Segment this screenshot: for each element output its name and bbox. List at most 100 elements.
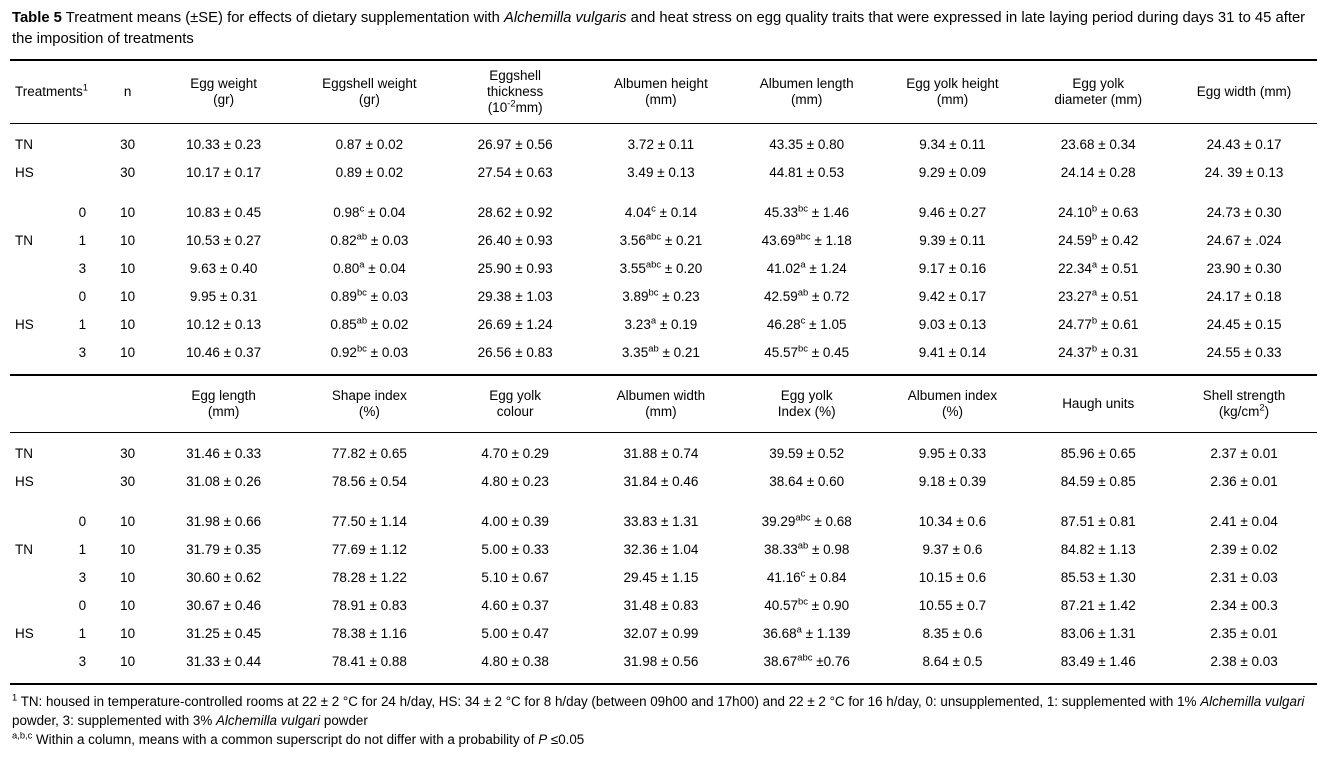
data-cell: 0.80a ± 0.04 — [333, 259, 406, 277]
data-cell: 4.80 ± 0.38 — [481, 654, 549, 670]
treatment-group-cell — [10, 648, 60, 676]
dose-cell: 1 — [78, 542, 87, 558]
dose-cell — [60, 468, 104, 496]
dose-cell: 3 — [78, 570, 87, 586]
dose-cell: 3 — [78, 654, 87, 670]
data-cell: 24.10b ± 0.63 — [1058, 203, 1139, 221]
data-cell: 9.42 ± 0.17 — [918, 289, 987, 305]
data-cell: 8.35 ± 0.6 — [922, 626, 983, 642]
data-cell: 43.69abc ± 1.18 — [761, 231, 852, 249]
treatment-group-cell: TN — [15, 233, 33, 249]
data-cell: 42.59ab ± 0.72 — [763, 287, 850, 305]
data-cell: 25.90 ± 0.93 — [477, 261, 553, 277]
dose-cell — [60, 131, 104, 159]
data-cell: 9.03 ± 0.13 — [918, 317, 987, 333]
data-cell: 9.41 ± 0.14 — [918, 345, 987, 361]
data-cell: 5.00 ± 0.33 — [481, 542, 549, 558]
data-cell: 84.59 ± 0.85 — [1060, 474, 1136, 490]
table-row: HS 30 31.08 ± 0.26 78.56 ± 0.54 4.80 ± 0.23 3… — [10, 468, 1317, 496]
data-cell: 23.27a ± 0.51 — [1058, 287, 1139, 305]
data-cell: 87.51 ± 0.81 — [1060, 514, 1136, 530]
n-cell: 30 — [120, 137, 136, 153]
data-cell: 3.49 ± 0.13 — [627, 165, 695, 181]
data-cell: 10.15 ± 0.6 — [918, 570, 987, 586]
data-cell: 22.34a ± 0.51 — [1058, 259, 1139, 277]
table-row: 3 10 30.60 ± 0.62 78.28 ± 1.22 5.10 ± 0.67 29… — [10, 564, 1317, 592]
data-cell: 3.35ab ± 0.21 — [621, 343, 700, 361]
data-cell: 45.57bc ± 0.45 — [764, 343, 850, 361]
data-cell: 26.40 ± 0.93 — [477, 233, 553, 249]
table-title: Table 5 Treatment means (±SE) for effect… — [12, 10, 1306, 47]
data-cell: 31.98 ± 0.56 — [623, 654, 699, 670]
data-cell: 9.95 ± 0.33 — [918, 446, 987, 462]
spacer-row — [10, 496, 1317, 508]
n-cell: 10 — [120, 626, 136, 642]
data-cell: 78.38 ± 1.16 — [331, 626, 407, 642]
data-cell: 31.25 ± 0.45 — [186, 626, 262, 642]
data-cell: 10.17 ± 0.17 — [186, 165, 262, 181]
data-cell: 24.17 ± 0.18 — [1206, 289, 1282, 305]
data-cell: 10.34 ± 0.6 — [918, 514, 987, 530]
spacer-row — [10, 367, 1317, 374]
n-cell: 10 — [120, 317, 136, 333]
data-cell: 0.89bc ± 0.03 — [330, 287, 409, 305]
data-cell: 85.53 ± 1.30 — [1060, 570, 1136, 586]
data-cell: 84.82 ± 1.13 — [1060, 542, 1136, 558]
data-cell: 31.48 ± 0.83 — [623, 598, 699, 614]
header-albumen-index: Albumen index (%) — [879, 374, 1026, 433]
data-cell: 33.83 ± 1.31 — [623, 514, 699, 530]
data-cell: 83.49 ± 1.46 — [1060, 654, 1136, 670]
data-cell: 87.21 ± 1.42 — [1060, 598, 1136, 614]
spacer-row — [10, 676, 1317, 684]
dose-cell: 3 — [78, 261, 87, 277]
data-cell: 2.35 ± 0.01 — [1210, 626, 1278, 642]
data-cell: 24.37b ± 0.31 — [1058, 343, 1139, 361]
data-cell: 31.46 ± 0.33 — [186, 446, 262, 462]
table-row: 3 10 9.63 ± 0.40 0.80a ± 0.04 25.90 ± 0.93 3.… — [10, 255, 1317, 283]
data-cell: 27.54 ± 0.63 — [477, 165, 553, 181]
dose-cell — [60, 159, 104, 187]
treatment-group-cell — [10, 564, 60, 592]
treatment-group-cell: HS — [15, 317, 34, 333]
data-cell: 38.64 ± 0.60 — [769, 474, 845, 490]
data-cell: 0.89 ± 0.02 — [335, 165, 404, 181]
data-cell: 10.12 ± 0.13 — [186, 317, 262, 333]
data-cell: 32.36 ± 1.04 — [623, 542, 699, 558]
data-cell: 9.46 ± 0.27 — [918, 205, 987, 221]
dose-cell: 1 — [78, 626, 87, 642]
data-cell: 5.00 ± 0.47 — [481, 626, 549, 642]
table-row: 0 10 10.83 ± 0.45 0.98c ± 0.04 28.62 ± 0.92 4… — [10, 199, 1317, 227]
treatment-group-cell: TN — [15, 137, 33, 153]
data-cell: 24.55 ± 0.33 — [1206, 345, 1282, 361]
spacer — [10, 187, 1317, 199]
header-albumen-length: Albumen length (mm) — [733, 60, 880, 124]
data-cell: 3.56abc ± 0.21 — [619, 231, 703, 249]
table-row: HS 30 10.17 ± 0.17 0.89 ± 0.02 27.54 ± 0.63 3… — [10, 159, 1317, 187]
n-cell: 30 — [120, 165, 136, 181]
data-cell: 78.28 ± 1.22 — [331, 570, 407, 586]
data-cell: 26.56 ± 0.83 — [477, 345, 553, 361]
data-cell: 3.55abc ± 0.20 — [619, 259, 703, 277]
n-cell: 30 — [120, 474, 136, 490]
data-cell: 23.90 ± 0.30 — [1206, 261, 1282, 277]
data-cell: 2.38 ± 0.03 — [1210, 654, 1278, 670]
dose-cell: 0 — [78, 205, 87, 221]
data-cell: 3.23a ± 0.19 — [624, 315, 698, 333]
header-eggshell-thickness: Eggshell thickness (10-2mm) — [442, 60, 589, 124]
data-cell: 46.28c ± 1.05 — [766, 315, 847, 333]
data-cell: 31.88 ± 0.74 — [623, 446, 699, 462]
n-cell: 10 — [120, 233, 136, 249]
n-cell: 10 — [120, 289, 136, 305]
treatment-group-cell — [10, 339, 60, 367]
data-cell: 2.36 ± 0.01 — [1210, 474, 1278, 490]
data-cell: 26.97 ± 0.56 — [477, 137, 553, 153]
data-cell: 2.39 ± 0.02 — [1210, 542, 1278, 558]
data-cell: 24. 39 ± 0.13 — [1204, 165, 1284, 181]
data-cell: 0.87 ± 0.02 — [335, 137, 404, 153]
treatment-group-cell — [10, 283, 60, 311]
data-cell: 78.56 ± 0.54 — [331, 474, 407, 490]
spacer-row — [10, 123, 1317, 131]
data-cell: 78.41 ± 0.88 — [331, 654, 407, 670]
n-cell: 10 — [120, 205, 136, 221]
data-cell: 3.89bc ± 0.23 — [622, 287, 700, 305]
